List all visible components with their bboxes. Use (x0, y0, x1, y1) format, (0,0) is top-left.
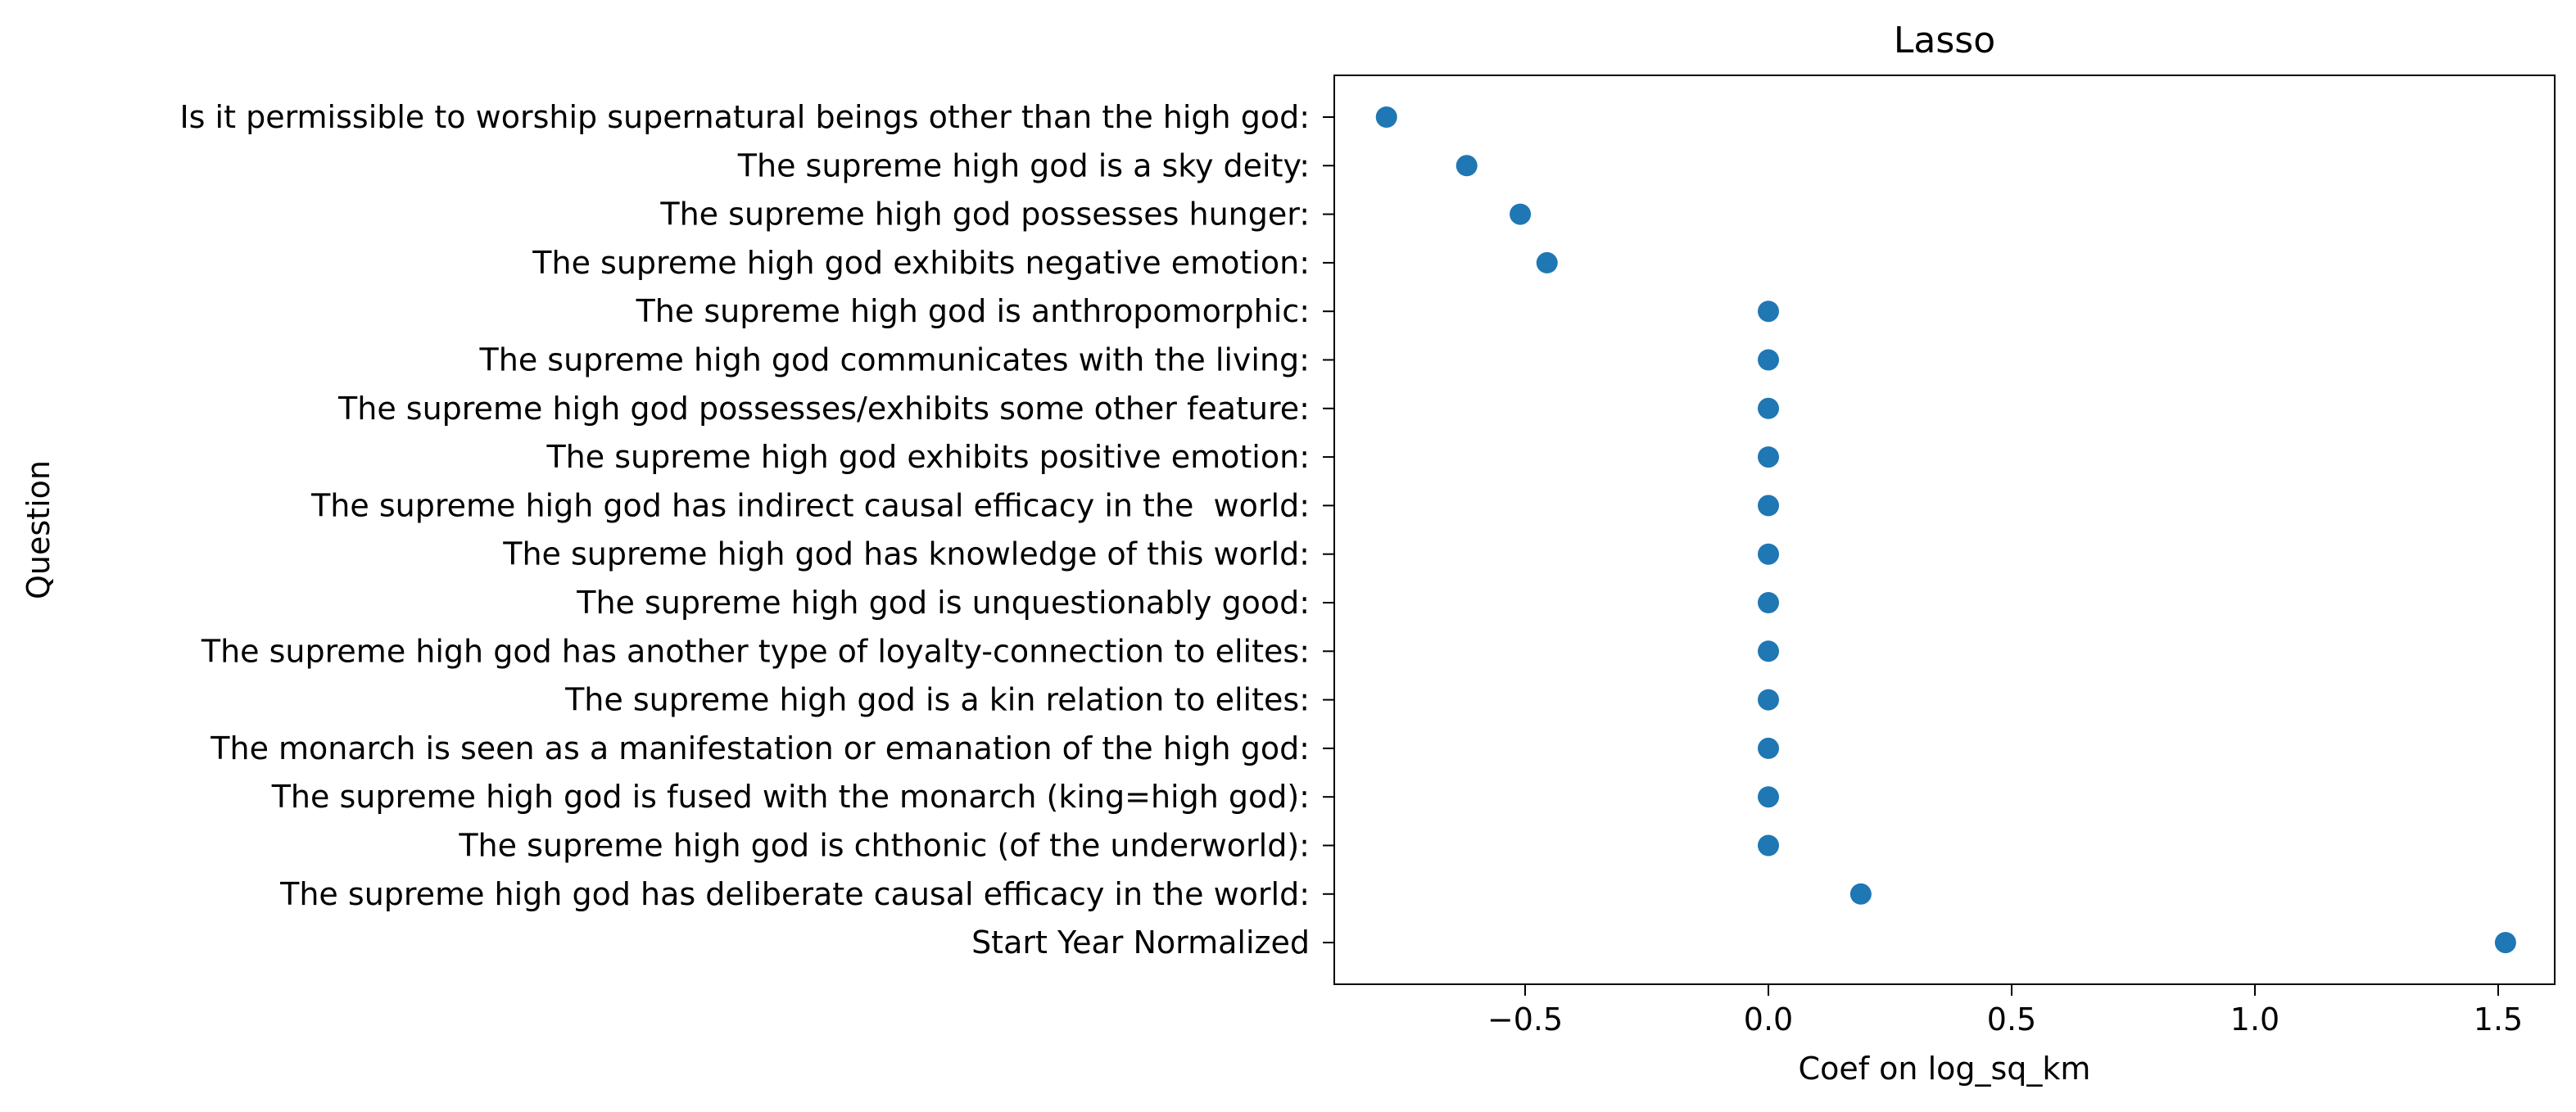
data-point (1758, 301, 1779, 323)
y-tick-label: The supreme high god possesses/exhibits … (337, 391, 1310, 427)
data-point (1758, 446, 1779, 468)
y-tick-label: The supreme high god is anthropomorphic: (636, 293, 1310, 329)
y-tick-label: The supreme high god is fused with the m… (271, 779, 1310, 815)
data-point (2494, 932, 2516, 954)
y-tick-label: The supreme high god has deliberate caus… (279, 876, 1310, 912)
data-point (1758, 543, 1779, 565)
y-tick-label: The supreme high god possesses hunger: (659, 197, 1310, 233)
y-tick-label: Start Year Normalized (971, 924, 1310, 961)
data-point (1758, 689, 1779, 711)
y-axis-ticks: Is it permissible to worship supernatura… (179, 99, 1334, 961)
data-markers (1375, 106, 2516, 954)
x-tick-label: −0.5 (1487, 1001, 1563, 1037)
x-axis-label: Coef on log_sq_km (1799, 1051, 2091, 1087)
y-tick-label: The supreme high god exhibits negative e… (532, 245, 1310, 281)
y-tick-label: The supreme high god is a kin relation t… (564, 682, 1310, 718)
chart-title: Lasso (1894, 20, 1995, 61)
data-point (1758, 495, 1779, 517)
data-point (1758, 786, 1779, 808)
data-point (1849, 883, 1872, 905)
x-axis-ticks: −0.5 0.0 0.5 1.0 1.5 (1487, 984, 2523, 1037)
data-point (1758, 834, 1779, 857)
data-point (1375, 106, 1397, 128)
y-tick-label: Is it permissible to worship supernatura… (179, 99, 1310, 135)
y-tick-label: The supreme high god has knowledge of th… (502, 536, 1310, 572)
data-point (1758, 397, 1779, 419)
x-tick-label: 1.0 (2230, 1001, 2279, 1037)
y-tick-label: The supreme high god is unquestionably g… (576, 585, 1310, 621)
x-tick-label: 1.5 (2474, 1001, 2523, 1037)
x-tick-label: 0.0 (1744, 1001, 1793, 1037)
y-tick-label: The monarch is seen as a manifestation o… (210, 730, 1310, 766)
y-tick-label: The supreme high god has another type of… (201, 633, 1310, 669)
data-point (1758, 349, 1779, 371)
y-tick-label: The supreme high god is a sky deity: (737, 147, 1310, 183)
x-tick-label: 0.5 (1987, 1001, 2036, 1037)
y-axis-label: Question (20, 460, 57, 599)
y-tick-label: The supreme high god has indirect causal… (310, 487, 1310, 523)
y-tick-label: The supreme high god is chthonic (of the… (458, 828, 1310, 864)
data-point (1758, 640, 1779, 662)
y-tick-label: The supreme high god exhibits positive e… (546, 439, 1310, 475)
data-point (1758, 737, 1779, 759)
data-point (1758, 592, 1779, 613)
plot-frame (1333, 75, 2556, 985)
data-point (1536, 251, 1558, 273)
data-point (1456, 155, 1478, 177)
y-tick-label: The supreme high god communicates with t… (479, 342, 1310, 378)
data-point (1510, 203, 1532, 225)
